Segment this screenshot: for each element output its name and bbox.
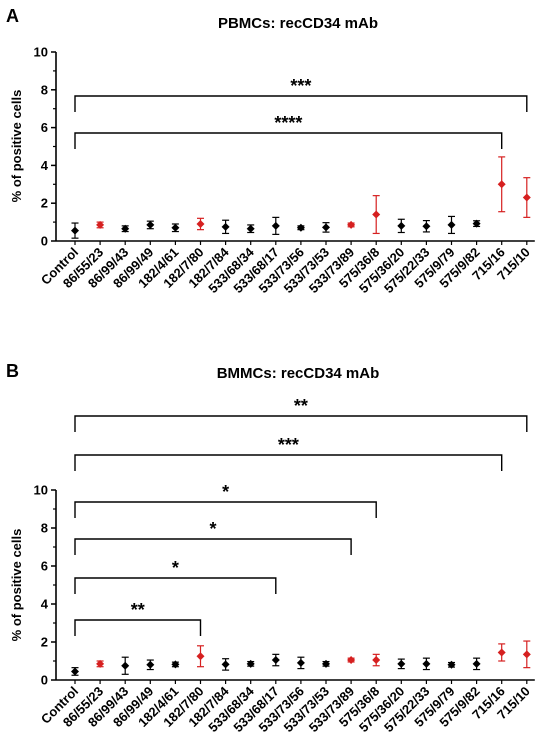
data-point xyxy=(96,659,105,668)
y-tick-label: 6 xyxy=(41,120,48,135)
y-tick-label: 4 xyxy=(41,597,49,612)
y-tick-label: 10 xyxy=(34,45,48,60)
y-tick-label: 0 xyxy=(41,234,48,249)
plot-area-b: 0246810Control86/55/2386/99/4386/99/4918… xyxy=(34,396,535,735)
data-point xyxy=(146,660,155,669)
data-point xyxy=(121,224,130,233)
significance-label: **** xyxy=(274,113,302,133)
y-tick-label: 6 xyxy=(41,559,48,574)
data-point xyxy=(296,223,305,232)
data-point xyxy=(96,220,105,229)
significance-label: * xyxy=(210,519,217,539)
significance-label: * xyxy=(172,558,179,578)
plot-area-a: 0246810Control86/55/2386/99/4386/99/4918… xyxy=(34,45,535,296)
significance-bracket xyxy=(74,619,202,636)
data-point xyxy=(447,220,456,229)
data-point xyxy=(322,659,330,668)
data-point xyxy=(522,650,531,659)
data-point xyxy=(171,223,180,232)
significance-label: ** xyxy=(294,396,308,416)
significance-label: *** xyxy=(290,76,311,96)
data-point xyxy=(372,210,381,219)
data-point xyxy=(397,659,406,668)
y-tick-label: 2 xyxy=(41,196,48,211)
chart-title-a: PBMCs: recCD34 mAb xyxy=(218,15,378,32)
data-point xyxy=(221,660,230,669)
data-point xyxy=(422,659,431,668)
data-point xyxy=(271,656,280,665)
panel-letter-a: A xyxy=(6,6,19,26)
significance-bracket xyxy=(74,132,503,149)
significance-label: * xyxy=(222,482,229,502)
significance-bracket xyxy=(74,415,528,432)
data-point xyxy=(246,224,255,233)
significance-label: ** xyxy=(131,600,145,620)
y-axis-label-a: % of positive cells xyxy=(9,90,24,203)
data-point xyxy=(296,658,305,667)
data-point xyxy=(422,222,431,231)
data-point xyxy=(497,648,506,657)
data-point xyxy=(447,660,456,669)
y-tick-label: 8 xyxy=(41,82,48,97)
data-point xyxy=(472,219,481,228)
data-point xyxy=(322,223,330,232)
significance-bracket xyxy=(74,454,503,471)
panel-letter-b: B xyxy=(6,361,19,381)
data-point xyxy=(497,180,506,189)
significance-label: *** xyxy=(278,435,299,455)
data-point xyxy=(347,656,356,665)
y-tick-label: 4 xyxy=(41,158,49,173)
data-point xyxy=(347,220,356,229)
chart-title-b: BMMCs: recCD34 mAb xyxy=(217,365,380,382)
y-tick-label: 10 xyxy=(34,483,48,498)
y-tick-label: 8 xyxy=(41,521,48,536)
data-point xyxy=(171,660,180,669)
y-tick-label: 2 xyxy=(41,635,48,650)
data-point xyxy=(146,220,155,229)
data-point xyxy=(196,652,205,661)
significance-bracket xyxy=(74,95,528,112)
data-point xyxy=(246,659,255,668)
y-axis-label-b: % of positive cells xyxy=(9,529,24,642)
data-point xyxy=(271,221,280,230)
data-point xyxy=(522,193,531,202)
y-tick-label: 0 xyxy=(41,673,48,688)
data-point xyxy=(196,219,205,228)
data-point xyxy=(221,222,230,231)
data-point xyxy=(71,667,79,676)
data-point xyxy=(397,221,406,230)
significance-bracket xyxy=(74,538,352,555)
significance-bracket xyxy=(74,577,277,594)
data-point xyxy=(71,226,79,235)
data-point xyxy=(372,656,381,665)
data-point xyxy=(472,659,481,668)
data-point xyxy=(121,661,130,670)
significance-bracket xyxy=(74,501,377,518)
